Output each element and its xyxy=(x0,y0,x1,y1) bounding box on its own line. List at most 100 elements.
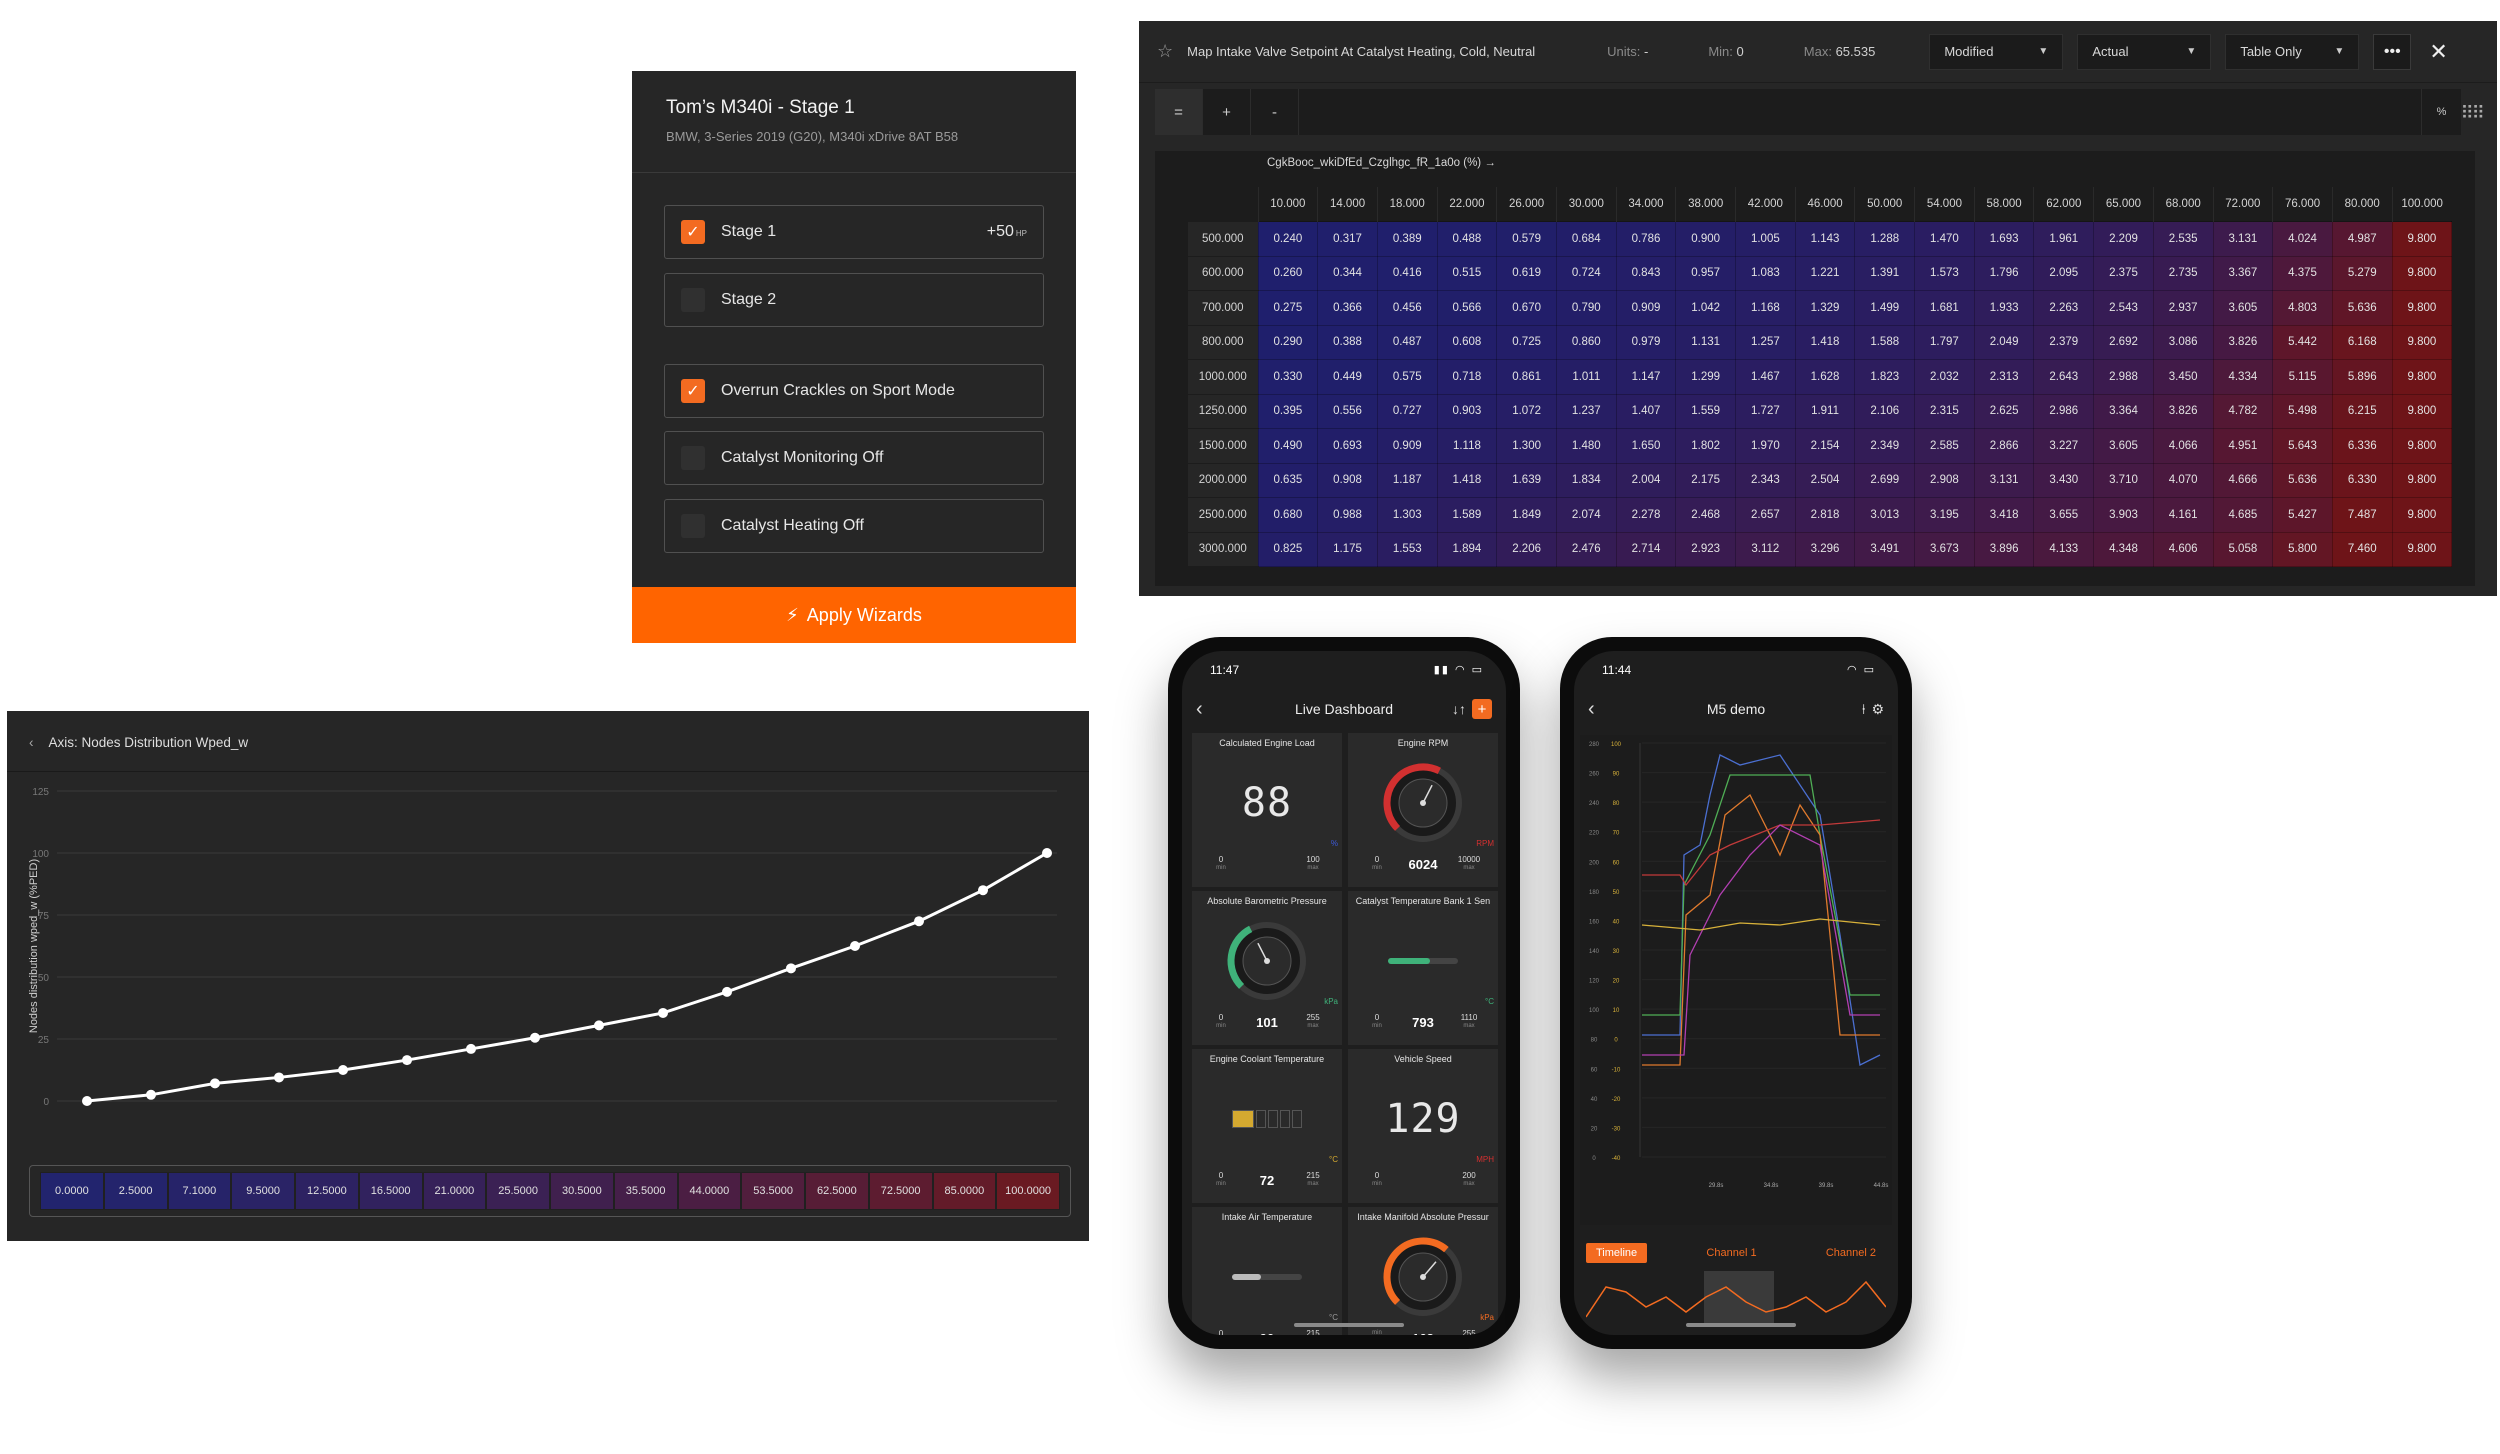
chevron-left-icon[interactable]: ‹ xyxy=(1588,697,1595,720)
table-cell[interactable]: 0.575 xyxy=(1376,359,1438,395)
more-icon[interactable]: ••• xyxy=(2373,33,2412,70)
table-cell[interactable]: 0.290 xyxy=(1257,324,1319,360)
add-tool[interactable]: + xyxy=(1203,89,1251,135)
table-cell[interactable]: 0.786 xyxy=(1615,221,1677,257)
axis-value-cell[interactable]: 16.5000 xyxy=(358,1172,423,1210)
set-value-tool[interactable]: = xyxy=(1155,89,1203,135)
table-cell[interactable]: 1.329 xyxy=(1794,290,1856,326)
table-cell[interactable]: 6.215 xyxy=(2331,393,2393,429)
table-cell[interactable]: 2.209 xyxy=(2093,221,2154,257)
close-icon[interactable]: ✕ xyxy=(2429,38,2448,64)
table-cell[interactable]: 2.379 xyxy=(2033,324,2095,360)
table-cell[interactable]: 0.449 xyxy=(1317,359,1378,395)
table-cell[interactable]: 6.330 xyxy=(2331,462,2393,498)
column-header[interactable]: 50.000 xyxy=(1854,187,1915,222)
checkbox-catalyst-monitoring[interactable] xyxy=(681,446,705,470)
column-header[interactable]: 68.000 xyxy=(2152,187,2213,222)
subtract-tool[interactable]: - xyxy=(1251,89,1299,135)
column-header[interactable]: 72.000 xyxy=(2212,187,2273,222)
table-cell[interactable]: 1.480 xyxy=(1555,428,1617,464)
table-cell[interactable]: 0.260 xyxy=(1257,255,1319,291)
table-cell[interactable]: 1.796 xyxy=(1973,255,2035,291)
table-cell[interactable]: 1.299 xyxy=(1675,359,1736,395)
table-cell[interactable]: 3.195 xyxy=(1914,497,1975,533)
table-cell[interactable]: 0.861 xyxy=(1496,359,1557,395)
table-cell[interactable]: 0.389 xyxy=(1376,221,1438,257)
data-point[interactable] xyxy=(594,1020,604,1031)
table-cell[interactable]: 4.685 xyxy=(2212,497,2274,533)
axis-value-cell[interactable]: 0.0000 xyxy=(40,1172,104,1210)
table-cell[interactable]: 9.800 xyxy=(2391,290,2453,326)
axis-value-cell[interactable]: 7.1000 xyxy=(167,1172,232,1210)
data-point[interactable] xyxy=(210,1078,220,1089)
data-point[interactable] xyxy=(146,1089,156,1100)
table-cell[interactable]: 0.725 xyxy=(1496,324,1557,360)
chevron-left-icon[interactable]: ‹ xyxy=(29,735,34,750)
table-cell[interactable]: 2.714 xyxy=(1615,531,1677,567)
table-cell[interactable]: 1.175 xyxy=(1317,531,1378,567)
table-cell[interactable]: 5.427 xyxy=(2272,497,2333,533)
table-cell[interactable]: 5.636 xyxy=(2272,462,2333,498)
row-header[interactable]: 1000.000 xyxy=(1188,359,1258,395)
row-header[interactable]: 500.000 xyxy=(1188,221,1258,257)
row-header[interactable]: 800.000 xyxy=(1188,325,1258,360)
table-cell[interactable]: 3.655 xyxy=(2033,497,2095,533)
table-cell[interactable]: 3.418 xyxy=(1973,497,2035,533)
tab-channel-2[interactable]: Channel 2 xyxy=(1825,1247,1876,1259)
grid-icon[interactable]: ⠿⠿ xyxy=(2460,103,2485,123)
table-cell[interactable]: 2.343 xyxy=(1735,462,1796,498)
table-cell[interactable]: 0.727 xyxy=(1376,393,1438,429)
table-cell[interactable]: 2.692 xyxy=(2093,324,2154,360)
axis-value-cell[interactable]: 62.5000 xyxy=(805,1172,869,1210)
table-cell[interactable]: 3.086 xyxy=(2152,324,2214,360)
table-cell[interactable]: 2.543 xyxy=(2093,290,2154,326)
wizard-option-stage-1[interactable]: ✓ Stage 1 +50 HP xyxy=(664,205,1044,259)
table-cell[interactable]: 4.348 xyxy=(2093,531,2154,567)
column-header[interactable]: 10.000 xyxy=(1257,187,1318,222)
row-header[interactable]: 2000.000 xyxy=(1188,463,1258,498)
table-cell[interactable]: 0.979 xyxy=(1615,324,1677,360)
row-header[interactable]: 700.000 xyxy=(1188,290,1258,326)
table-cell[interactable]: 9.800 xyxy=(2391,221,2453,257)
table-cell[interactable]: 1.693 xyxy=(1973,221,2035,257)
table-cell[interactable]: 1.168 xyxy=(1735,290,1796,326)
table-cell[interactable]: 2.315 xyxy=(1914,393,1975,429)
table-cell[interactable]: 9.800 xyxy=(2391,531,2453,567)
table-cell[interactable]: 2.175 xyxy=(1675,462,1736,498)
axis-value-cell[interactable]: 12.5000 xyxy=(295,1172,359,1210)
table-cell[interactable]: 1.628 xyxy=(1794,359,1856,395)
table-cell[interactable]: 2.106 xyxy=(1854,393,1916,429)
table-cell[interactable]: 6.336 xyxy=(2331,428,2393,464)
table-cell[interactable]: 2.988 xyxy=(2093,359,2154,395)
table-cell[interactable]: 0.487 xyxy=(1376,324,1438,360)
gauge-card[interactable]: Intake Manifold Absolute Pressur kPa min16… xyxy=(1348,1207,1498,1335)
gauge-card[interactable]: Calculated Engine Load 88% 0 min 100 max xyxy=(1192,733,1342,887)
table-cell[interactable]: 1.042 xyxy=(1675,290,1736,326)
table-cell[interactable]: 0.416 xyxy=(1376,255,1438,291)
axis-value-cell[interactable]: 85.0000 xyxy=(932,1172,997,1210)
column-header[interactable]: 76.000 xyxy=(2272,187,2333,222)
table-cell[interactable]: 1.823 xyxy=(1854,359,1916,395)
table-cell[interactable]: 1.797 xyxy=(1914,324,1975,360)
table-cell[interactable]: 3.227 xyxy=(2033,428,2095,464)
table-cell[interactable]: 2.866 xyxy=(1973,428,2035,464)
table-cell[interactable]: 3.491 xyxy=(1854,531,1916,567)
table-cell[interactable]: 0.619 xyxy=(1496,255,1557,291)
table-cell[interactable]: 1.970 xyxy=(1735,428,1796,464)
data-point[interactable] xyxy=(658,1007,668,1018)
table-cell[interactable]: 1.911 xyxy=(1794,393,1856,429)
add-gauge-button[interactable]: + xyxy=(1472,699,1492,719)
table-cell[interactable]: 4.666 xyxy=(2212,462,2274,498)
row-header[interactable]: 3000.000 xyxy=(1188,532,1258,567)
table-cell[interactable]: 1.083 xyxy=(1735,255,1796,291)
column-header[interactable]: 46.000 xyxy=(1794,187,1855,222)
view-dropdown[interactable]: Table Only ▼ xyxy=(2225,33,2360,70)
checkbox-stage-1[interactable]: ✓ xyxy=(681,220,705,244)
table-cell[interactable]: 0.556 xyxy=(1317,393,1378,429)
table-cell[interactable]: 0.843 xyxy=(1615,255,1677,291)
table-cell[interactable]: 7.460 xyxy=(2331,531,2393,567)
table-cell[interactable]: 2.049 xyxy=(1973,324,2035,360)
table-cell[interactable]: 4.334 xyxy=(2212,359,2274,395)
table-cell[interactable]: 5.896 xyxy=(2331,359,2393,395)
table-cell[interactable]: 2.908 xyxy=(1914,462,1975,498)
